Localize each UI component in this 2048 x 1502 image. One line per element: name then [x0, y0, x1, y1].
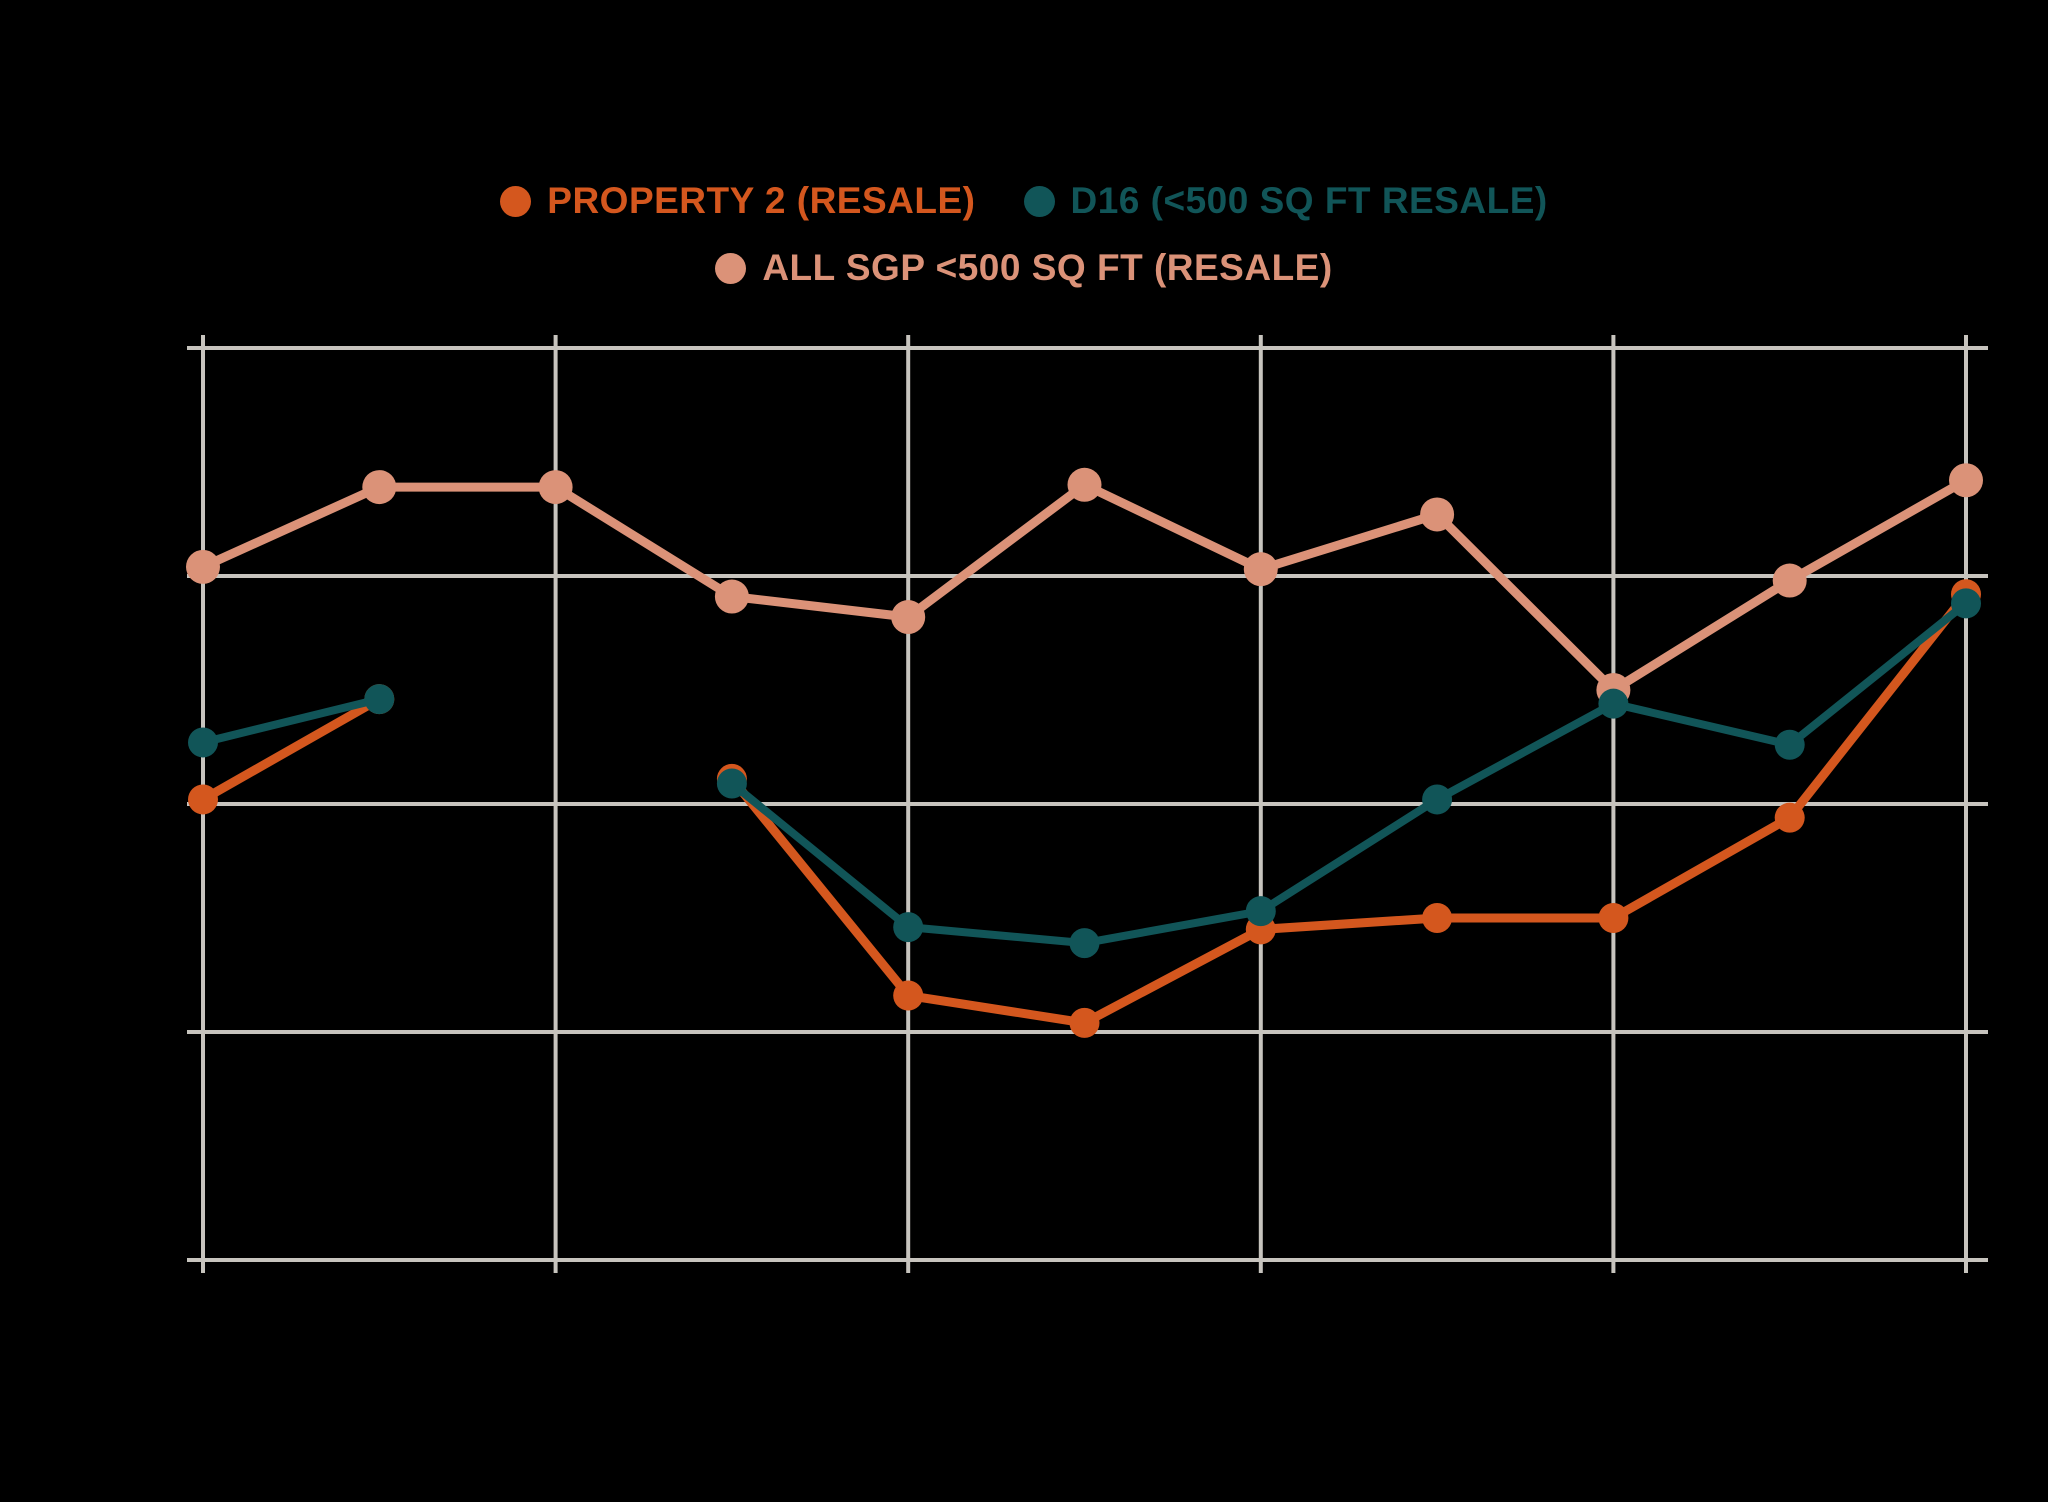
data-point-property2	[1422, 903, 1453, 933]
data-point-d16	[1245, 896, 1276, 927]
data-point-d16	[364, 684, 395, 715]
data-point-allsgp	[714, 579, 749, 614]
series-line-property2	[198, 694, 384, 804]
data-point-allsgp	[1243, 552, 1278, 587]
data-point-d16	[1598, 688, 1629, 719]
data-point-d16	[716, 768, 747, 799]
series-line-d16	[199, 695, 384, 747]
series-line-d16	[727, 599, 1970, 948]
series-line-allsgp	[198, 475, 1971, 695]
data-point-allsgp	[1067, 467, 1102, 502]
data-point-property2	[1069, 1007, 1100, 1038]
data-point-property2	[893, 980, 924, 1011]
data-point-d16	[1422, 784, 1453, 815]
data-point-property2	[1774, 802, 1805, 833]
data-point-d16	[1951, 588, 1981, 619]
data-point-allsgp	[1772, 563, 1807, 598]
data-point-d16	[188, 727, 218, 758]
data-point-allsgp	[1949, 463, 1983, 498]
data-point-allsgp	[891, 600, 926, 635]
data-point-allsgp	[538, 470, 573, 505]
data-point-d16	[1774, 729, 1805, 760]
series-line-property2	[727, 589, 1971, 1028]
data-point-allsgp	[186, 549, 220, 584]
data-point-d16	[1069, 928, 1100, 959]
data-point-allsgp	[1420, 497, 1455, 532]
data-point-allsgp	[362, 470, 397, 505]
data-point-d16	[893, 912, 924, 943]
data-point-property2	[1598, 903, 1629, 933]
data-point-property2	[188, 784, 218, 815]
